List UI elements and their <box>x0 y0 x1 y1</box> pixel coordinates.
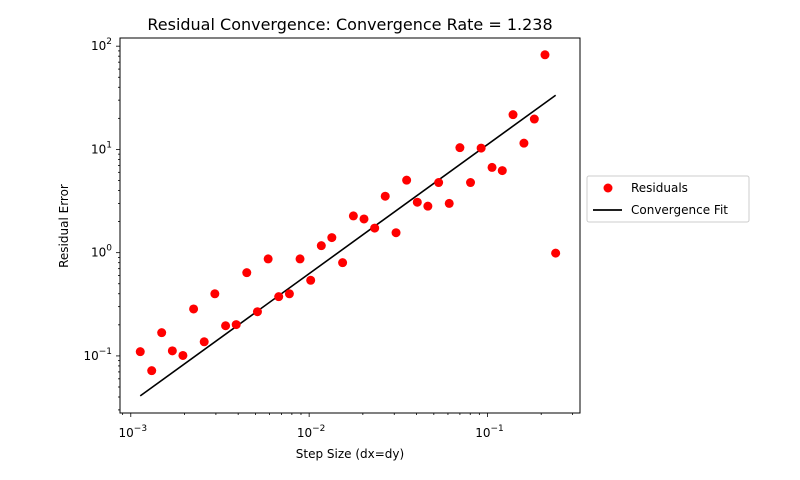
residual-point <box>402 175 412 185</box>
residual-point <box>231 320 241 330</box>
y-tick-label: 100 <box>91 244 112 260</box>
x-axis-label: Step Size (dx=dy) <box>296 447 404 461</box>
y-tick-label: 10−1 <box>83 347 112 363</box>
legend-box <box>586 175 750 223</box>
residual-point <box>348 211 358 221</box>
residual-point <box>210 289 220 299</box>
x-tick-label: 10−2 <box>297 424 326 440</box>
residual-point <box>519 138 529 148</box>
residual-point <box>370 223 380 233</box>
residual-point <box>359 214 369 224</box>
residual-point <box>263 254 273 264</box>
residual-point <box>455 143 465 153</box>
x-axis: 10−3 10−2 10−1 <box>119 413 574 440</box>
legend: Residuals Convergence Fit <box>586 175 750 223</box>
residual-point <box>157 328 167 338</box>
y-tick-label: 101 <box>91 140 112 156</box>
y-tick-label: 102 <box>91 37 112 53</box>
residual-point <box>434 178 444 188</box>
residual-point <box>147 366 157 376</box>
residual-point <box>508 110 518 120</box>
chart-title: Residual Convergence: Convergence Rate =… <box>147 15 552 34</box>
legend-marker-residuals <box>603 183 613 193</box>
residual-point <box>316 241 326 251</box>
residual-point <box>327 233 337 243</box>
legend-label-fit: Convergence Fit <box>631 203 728 217</box>
residual-point <box>167 346 177 356</box>
residual-point <box>284 289 294 299</box>
residual-point <box>497 166 507 176</box>
residual-point <box>466 178 476 188</box>
fit-line <box>139 94 557 397</box>
residual-point <box>199 337 209 347</box>
residual-point <box>178 350 188 360</box>
residual-point <box>380 191 390 201</box>
residual-point <box>487 162 497 172</box>
residual-point <box>306 275 316 285</box>
x-tick-label: 10−1 <box>475 424 504 440</box>
residual-point <box>412 197 422 207</box>
residual-point <box>338 258 348 268</box>
residual-point <box>274 292 284 302</box>
residual-point <box>444 198 454 208</box>
legend-label-residuals: Residuals <box>631 181 688 195</box>
residual-point <box>189 304 199 314</box>
residual-point <box>295 254 305 264</box>
residual-point <box>242 268 252 278</box>
axes-frame <box>119 37 581 414</box>
residual-point <box>551 248 561 258</box>
residual-point <box>476 143 486 153</box>
residual-point <box>221 321 231 331</box>
residual-point <box>135 347 145 357</box>
x-tick-label: 10−3 <box>119 424 148 440</box>
plot-area <box>135 50 561 397</box>
residual-point <box>540 50 550 60</box>
residual-point <box>391 228 401 238</box>
residual-point <box>423 201 433 211</box>
residual-point <box>252 307 262 317</box>
y-axis-label: Residual Error <box>57 184 71 268</box>
y-axis: 10−1 100 101 102 <box>83 37 120 411</box>
residual-point <box>529 114 539 124</box>
